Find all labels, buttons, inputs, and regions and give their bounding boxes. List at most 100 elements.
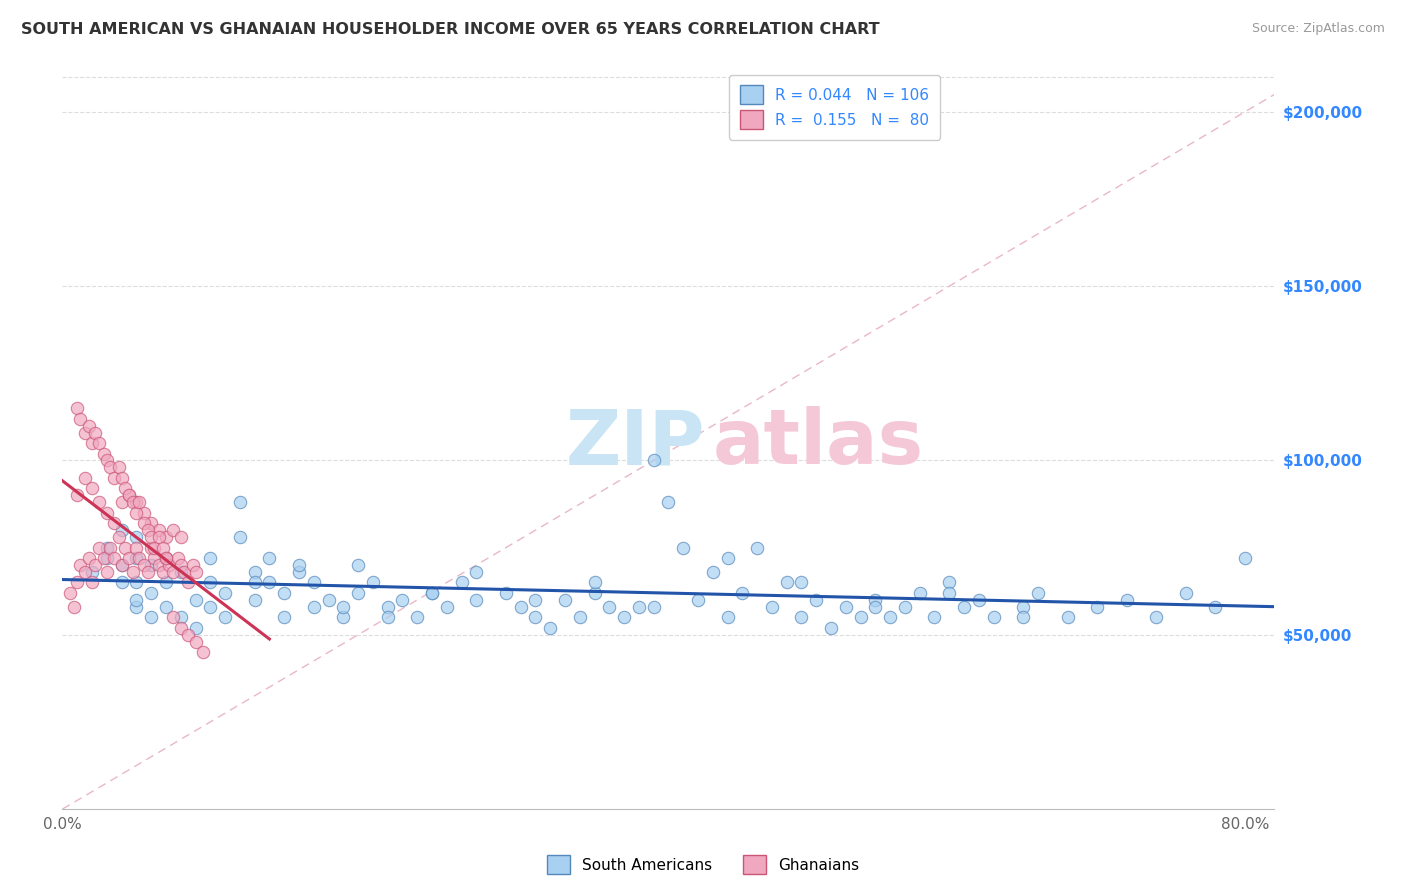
Point <box>332 610 354 624</box>
Point <box>643 599 665 614</box>
Point <box>538 621 561 635</box>
Point <box>184 634 207 648</box>
Point <box>80 481 103 495</box>
Point <box>377 610 399 624</box>
Point <box>702 565 724 579</box>
Point <box>155 575 177 590</box>
Point <box>865 599 887 614</box>
Point <box>849 610 872 624</box>
Point <box>894 599 917 614</box>
Point <box>141 610 163 624</box>
Point <box>184 621 207 635</box>
Point <box>141 541 163 555</box>
Text: ZIP: ZIP <box>565 406 706 480</box>
Point <box>132 558 155 572</box>
Point <box>953 599 976 614</box>
Point <box>110 558 132 572</box>
Legend: South Americans, Ghanaians: South Americans, Ghanaians <box>541 849 865 880</box>
Point <box>524 610 547 624</box>
Point <box>318 593 340 607</box>
Point <box>162 523 184 537</box>
Point <box>790 575 813 590</box>
Point <box>125 599 148 614</box>
Point <box>141 586 163 600</box>
Point <box>1115 593 1137 607</box>
Point <box>98 460 121 475</box>
Point <box>77 418 100 433</box>
Point <box>686 593 709 607</box>
Point <box>465 565 488 579</box>
Point <box>214 610 236 624</box>
Point <box>96 541 118 555</box>
Point <box>152 541 174 555</box>
Point <box>568 610 591 624</box>
Point <box>103 516 125 531</box>
Point <box>155 551 177 566</box>
Point <box>110 575 132 590</box>
Point <box>554 593 576 607</box>
Point <box>73 425 96 440</box>
Point <box>103 551 125 566</box>
Point <box>107 460 129 475</box>
Point <box>495 586 517 600</box>
Point <box>191 645 214 659</box>
Point <box>66 401 89 416</box>
Point <box>170 558 193 572</box>
Point <box>132 516 155 531</box>
Point <box>96 506 118 520</box>
Point <box>136 565 159 579</box>
Point <box>1056 610 1078 624</box>
Point <box>122 495 145 509</box>
Point <box>155 599 177 614</box>
Text: Source: ZipAtlas.com: Source: ZipAtlas.com <box>1251 22 1385 36</box>
Point <box>420 586 443 600</box>
Point <box>377 599 399 614</box>
Point <box>73 471 96 485</box>
Point <box>361 575 384 590</box>
Point <box>66 488 89 502</box>
Point <box>716 610 738 624</box>
Y-axis label: Householder Income Over 65 years: Householder Income Over 65 years <box>0 312 7 557</box>
Point <box>125 593 148 607</box>
Point <box>66 575 89 590</box>
Point <box>170 610 193 624</box>
Point <box>643 453 665 467</box>
Point <box>141 558 163 572</box>
Point <box>184 565 207 579</box>
Point <box>465 593 488 607</box>
Point <box>229 530 252 544</box>
Point <box>107 530 129 544</box>
Point <box>125 506 148 520</box>
Point <box>155 530 177 544</box>
Point <box>509 599 531 614</box>
Point <box>1204 599 1226 614</box>
Point <box>273 586 295 600</box>
Point <box>1012 599 1035 614</box>
Point <box>125 541 148 555</box>
Point <box>148 523 170 537</box>
Point <box>136 523 159 537</box>
Point <box>173 565 195 579</box>
Point <box>125 575 148 590</box>
Point <box>214 586 236 600</box>
Point <box>170 530 193 544</box>
Text: SOUTH AMERICAN VS GHANAIAN HOUSEHOLDER INCOME OVER 65 YEARS CORRELATION CHART: SOUTH AMERICAN VS GHANAIAN HOUSEHOLDER I… <box>21 22 880 37</box>
Point <box>155 551 177 566</box>
Point <box>806 593 828 607</box>
Point <box>77 551 100 566</box>
Point <box>125 551 148 566</box>
Point <box>761 599 783 614</box>
Point <box>259 551 281 566</box>
Point <box>114 541 136 555</box>
Point <box>347 586 370 600</box>
Point <box>200 551 222 566</box>
Point <box>89 436 111 450</box>
Point <box>96 565 118 579</box>
Point <box>170 565 193 579</box>
Point <box>69 558 91 572</box>
Point <box>84 558 107 572</box>
Point <box>73 565 96 579</box>
Point <box>59 586 82 600</box>
Point <box>177 575 200 590</box>
Point <box>63 599 86 614</box>
